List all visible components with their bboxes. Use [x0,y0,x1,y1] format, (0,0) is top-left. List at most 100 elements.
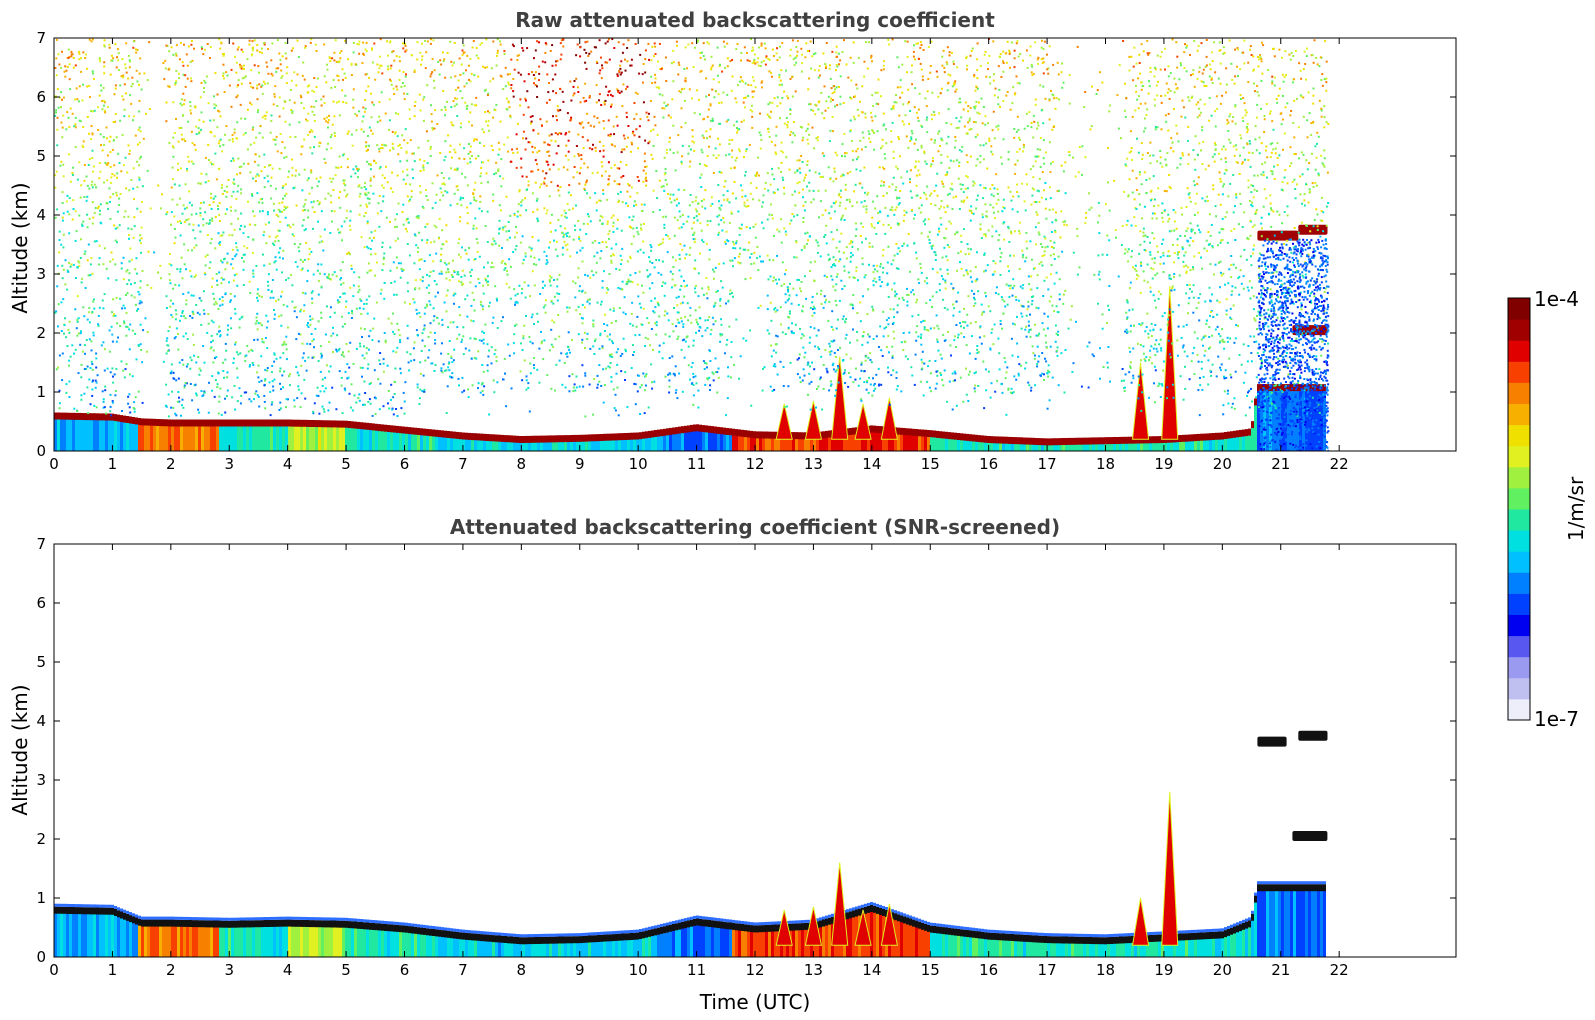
noise-pixel [959,261,961,264]
noise-pixel [942,333,945,336]
noise-pixel [963,307,965,310]
noise-pixel [54,311,57,314]
noise-pixel [80,398,83,401]
bl-top-line [174,419,177,427]
noise-pixel [964,253,967,256]
bl-top-line [372,423,375,431]
noise-pixel [770,75,773,78]
noise-pixel [358,110,360,113]
noise-pixel [313,135,316,138]
noise-pixel [669,193,672,196]
noise-pixel [650,299,653,302]
noise-pixel [947,108,950,111]
bl-column [1125,438,1128,451]
noise-pixel [380,64,383,67]
noise-pixel [628,184,631,187]
noise-pixel [523,324,526,327]
noise-pixel [303,304,306,307]
noise-pixel [680,348,683,351]
bl-column [840,431,843,451]
noise-pixel [953,307,956,310]
noise-pixel [1309,299,1312,302]
bl-column [423,430,426,451]
noise-pixel [989,396,992,399]
noise-pixel [943,71,946,74]
noise-pixel [915,257,918,260]
noise-pixel [359,327,362,330]
noise-pixel [877,78,880,81]
noise-pixel [96,374,99,377]
noise-pixel [644,139,647,142]
noise-pixel [284,183,287,186]
noise-pixel [1050,246,1053,248]
noise-pixel [269,390,272,393]
noise-pixel [531,145,534,148]
bl-top-line [804,432,807,440]
noise-pixel [135,69,138,72]
noise-pixel [607,161,610,164]
noise-pixel [382,370,385,373]
noise-pixel [1109,380,1111,383]
bl-column [639,434,642,451]
noise-pixel [697,98,700,101]
noise-pixel [196,311,199,314]
noise-pixel [809,261,812,264]
noise-pixel [917,169,920,172]
noise-pixel [1132,65,1135,68]
noise-pixel [1185,270,1188,273]
noise-pixel [468,64,470,67]
noise-pixel [799,171,802,174]
noise-pixel [1217,244,1219,247]
noise-pixel [349,286,352,289]
noise-pixel [460,340,463,343]
noise-pixel [946,173,948,176]
bl-column [894,429,897,451]
noise-pixel [349,341,352,344]
noise-pixel [121,410,123,412]
noise-pixel [1184,116,1187,119]
bl-top-line [870,425,873,433]
noise-pixel [256,338,259,341]
noise-pixel [1205,323,1208,325]
noise-pixel [533,323,535,326]
noise-pixel [857,56,860,59]
noise-pixel [1192,266,1194,269]
noise-pixel [618,183,621,186]
noise-pixel [808,77,811,80]
noise-pixel [1179,234,1182,237]
noise-pixel [861,263,864,266]
noise-pixel [1057,334,1059,336]
noise-pixel [712,305,715,308]
noise-pixel [111,311,113,314]
noise-pixel [1150,199,1152,202]
noise-pixel [891,183,894,186]
noise-pixel [1167,331,1170,334]
noise-pixel [111,148,114,151]
noise-pixel [1127,260,1130,263]
noise-pixel [632,235,635,238]
noise-pixel [1038,262,1041,265]
noise-pixel [473,104,476,107]
noise-pixel [975,207,978,210]
noise-pixel [657,86,660,89]
noise-pixel [424,189,427,191]
noise-pixel [993,187,996,190]
noise-pixel [368,202,371,205]
noise-pixel [1183,67,1186,70]
noise-pixel [168,263,171,265]
noise-pixel [915,42,918,45]
noise-pixel [744,174,746,177]
noise-pixel [702,136,705,139]
noise-pixel [1090,206,1093,209]
noise-pixel [255,265,258,267]
noise-pixel [1300,151,1303,154]
noise-pixel [780,150,783,153]
noise-pixel [397,113,400,116]
noise-pixel [1106,361,1109,364]
noise-pixel [1319,338,1321,340]
bl-column [678,428,681,451]
noise-pixel [599,334,602,337]
noise-pixel [849,170,852,173]
bl-top-line [948,432,951,440]
noise-pixel [1273,384,1276,387]
